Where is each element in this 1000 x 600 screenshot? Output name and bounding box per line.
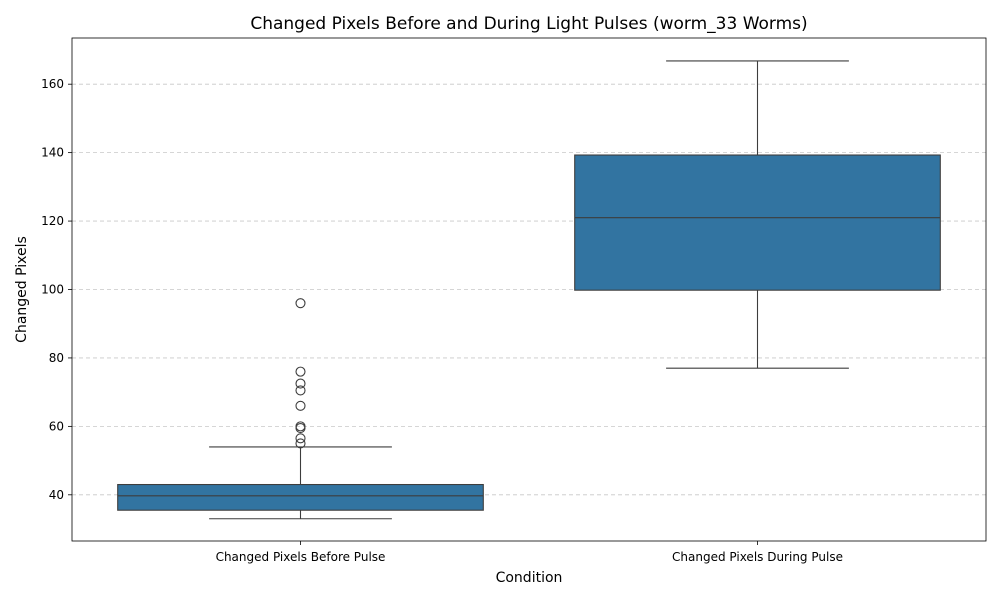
outlier-point	[295, 298, 306, 309]
x-axis-label: Condition	[496, 570, 563, 586]
box	[117, 483, 484, 511]
y-tick-label: 80	[49, 351, 64, 365]
y-tick-label: 160	[41, 77, 64, 91]
y-axis-label: Changed Pixels	[14, 236, 30, 343]
outlier-point	[295, 366, 306, 377]
outlier-point	[295, 433, 306, 444]
y-axis-ticks: 40 60 80 100 120 140 160	[41, 77, 72, 502]
y-tick-label: 140	[41, 146, 64, 160]
grid-lines	[72, 83, 986, 496]
outlier-point	[295, 385, 306, 396]
outlier-point	[295, 400, 306, 411]
outlier-point	[295, 438, 306, 449]
y-tick-label: 40	[49, 488, 64, 502]
boxes-layer	[117, 60, 941, 520]
outlier-point	[295, 421, 306, 432]
box	[574, 154, 941, 291]
x-tick-label: Changed Pixels Before Pulse	[216, 550, 386, 564]
x-axis-ticks: Changed Pixels Before Pulse Changed Pixel…	[216, 541, 843, 564]
y-tick-label: 120	[41, 214, 64, 228]
chart-title: Changed Pixels Before and During Light P…	[250, 14, 807, 34]
y-tick-label: 100	[41, 283, 64, 297]
x-tick-label: Changed Pixels During Pulse	[672, 550, 843, 564]
y-tick-label: 60	[49, 419, 64, 433]
outlier-point	[295, 378, 306, 389]
